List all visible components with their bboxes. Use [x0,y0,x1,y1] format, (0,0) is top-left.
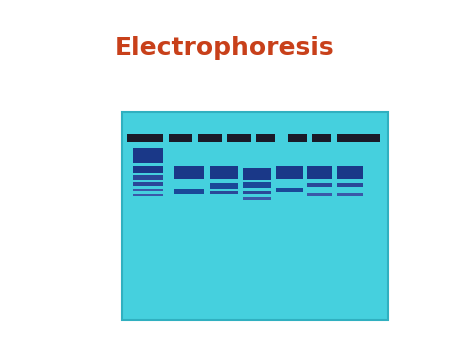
Bar [243,191,271,194]
Text: Electrophoresis: Electrophoresis [115,36,335,60]
Bar [307,167,332,178]
Bar [276,166,303,179]
Bar [133,182,163,186]
Bar [174,189,204,194]
Bar [276,188,303,193]
Bar [210,183,238,189]
Bar [122,112,388,320]
Bar [210,191,238,194]
Bar [288,135,307,142]
Bar [198,135,222,142]
Bar [127,135,163,142]
Bar [133,167,163,173]
Bar [338,183,363,187]
Bar [312,135,331,142]
Bar [256,135,275,142]
Bar [338,193,363,196]
Bar [307,183,332,187]
Bar [338,167,363,178]
Bar [169,135,193,142]
Bar [133,189,163,191]
Bar [227,135,251,142]
Bar [174,167,204,179]
Bar [210,167,238,179]
Bar [243,168,271,179]
Bar [243,197,271,200]
Bar [338,135,380,142]
Bar [133,194,163,196]
Bar [307,193,332,196]
Bar [133,175,163,180]
Bar [133,148,163,163]
Bar [243,182,271,188]
